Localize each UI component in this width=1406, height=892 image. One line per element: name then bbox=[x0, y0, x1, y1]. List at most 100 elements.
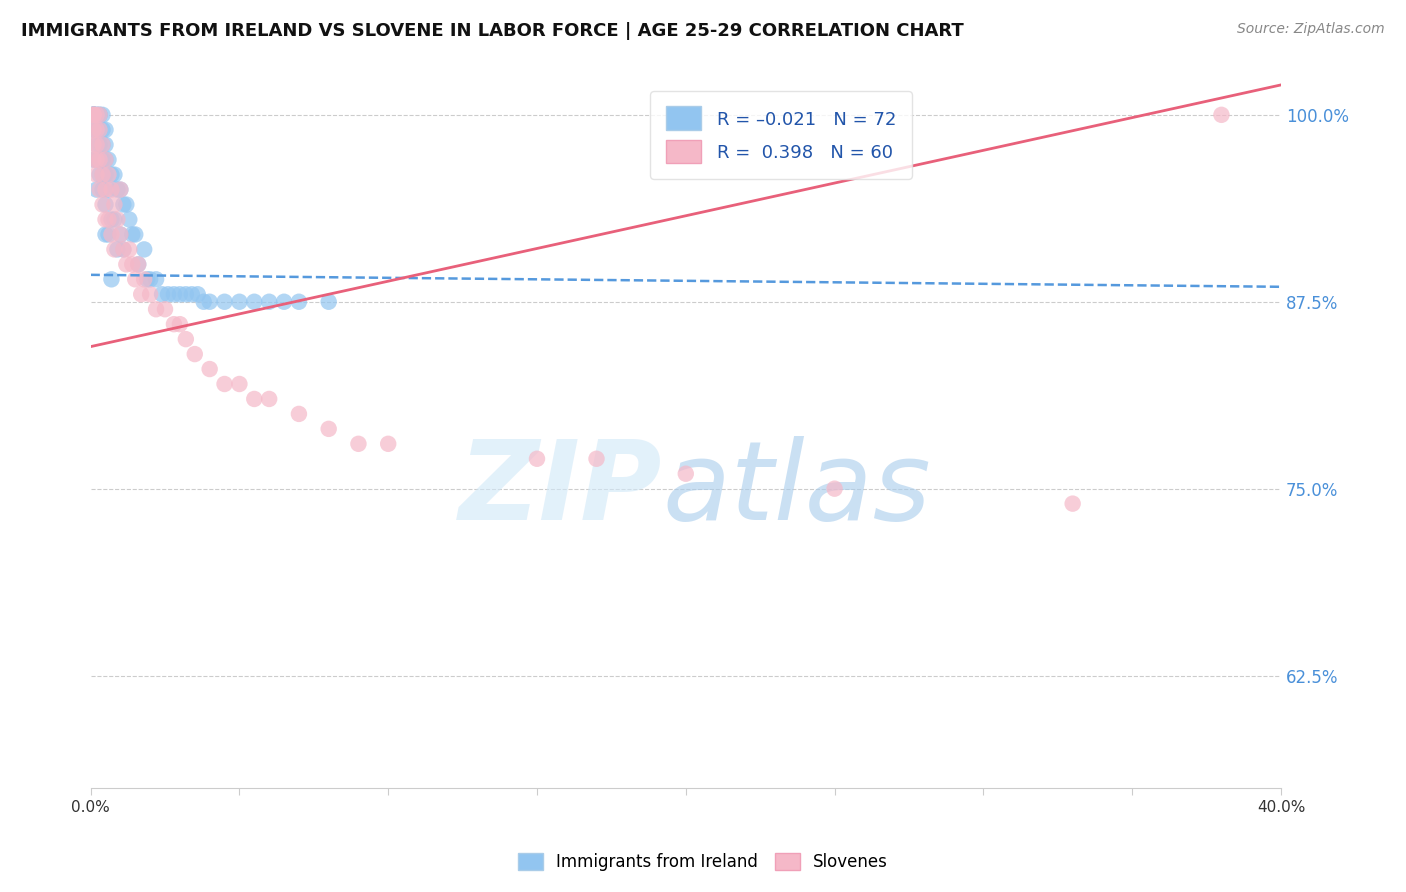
Point bbox=[115, 257, 138, 271]
Point bbox=[100, 227, 122, 242]
Point bbox=[169, 317, 191, 331]
Point bbox=[273, 294, 295, 309]
Point bbox=[105, 212, 128, 227]
Point bbox=[83, 108, 105, 122]
Point bbox=[89, 137, 111, 152]
Point bbox=[86, 122, 108, 136]
Point bbox=[180, 287, 202, 301]
Point bbox=[214, 376, 236, 391]
Point bbox=[134, 243, 156, 257]
Point bbox=[97, 227, 120, 242]
Point bbox=[83, 153, 105, 167]
Point bbox=[89, 108, 111, 122]
Point bbox=[86, 108, 108, 122]
Point bbox=[91, 137, 114, 152]
Point bbox=[86, 108, 108, 122]
Point bbox=[91, 108, 114, 122]
Point bbox=[83, 153, 105, 167]
Point bbox=[89, 122, 111, 136]
Point bbox=[86, 183, 108, 197]
Point bbox=[91, 153, 114, 167]
Point bbox=[115, 197, 138, 211]
Point bbox=[127, 257, 149, 271]
Point bbox=[257, 392, 280, 406]
Point bbox=[91, 122, 114, 136]
Point bbox=[145, 272, 167, 286]
Point bbox=[174, 287, 197, 301]
Point bbox=[100, 168, 122, 182]
Point bbox=[86, 108, 108, 122]
Point bbox=[94, 212, 117, 227]
Point bbox=[136, 272, 159, 286]
Point bbox=[94, 227, 117, 242]
Text: Source: ZipAtlas.com: Source: ZipAtlas.com bbox=[1237, 22, 1385, 37]
Point bbox=[134, 272, 156, 286]
Point bbox=[103, 212, 125, 227]
Point bbox=[163, 317, 186, 331]
Point bbox=[145, 302, 167, 317]
Point bbox=[89, 183, 111, 197]
Point bbox=[228, 294, 250, 309]
Text: ZIP: ZIP bbox=[458, 436, 662, 543]
Legend: R = –0.021   N = 72, R =  0.398   N = 60: R = –0.021 N = 72, R = 0.398 N = 60 bbox=[651, 91, 911, 179]
Point bbox=[105, 183, 128, 197]
Point bbox=[100, 183, 122, 197]
Point bbox=[86, 153, 108, 167]
Point bbox=[83, 108, 105, 122]
Point bbox=[83, 108, 105, 122]
Point bbox=[89, 108, 111, 122]
Point bbox=[110, 183, 132, 197]
Point bbox=[86, 168, 108, 182]
Point bbox=[97, 153, 120, 167]
Point bbox=[585, 451, 607, 466]
Point bbox=[91, 183, 114, 197]
Point bbox=[112, 243, 135, 257]
Point bbox=[110, 227, 132, 242]
Point bbox=[124, 227, 146, 242]
Point bbox=[112, 243, 135, 257]
Point bbox=[163, 287, 186, 301]
Point bbox=[318, 422, 340, 436]
Point bbox=[94, 197, 117, 211]
Point bbox=[94, 122, 117, 136]
Point bbox=[153, 302, 176, 317]
Point bbox=[86, 137, 108, 152]
Point bbox=[288, 294, 311, 309]
Point bbox=[89, 168, 111, 182]
Point bbox=[100, 272, 122, 286]
Point bbox=[83, 108, 105, 122]
Point bbox=[257, 294, 280, 309]
Point bbox=[86, 122, 108, 136]
Point bbox=[139, 287, 162, 301]
Point bbox=[94, 153, 117, 167]
Point bbox=[243, 294, 266, 309]
Point bbox=[1211, 108, 1233, 122]
Point bbox=[97, 183, 120, 197]
Point bbox=[129, 287, 152, 301]
Point bbox=[97, 212, 120, 227]
Point bbox=[184, 347, 207, 361]
Point bbox=[139, 272, 162, 286]
Point bbox=[174, 332, 197, 346]
Point bbox=[83, 108, 105, 122]
Point bbox=[118, 212, 141, 227]
Point bbox=[89, 108, 111, 122]
Point bbox=[198, 294, 221, 309]
Point bbox=[91, 168, 114, 182]
Point bbox=[526, 451, 548, 466]
Point bbox=[150, 287, 173, 301]
Point bbox=[214, 294, 236, 309]
Point bbox=[83, 137, 105, 152]
Point bbox=[89, 153, 111, 167]
Point bbox=[83, 122, 105, 136]
Point bbox=[83, 108, 105, 122]
Text: atlas: atlas bbox=[662, 436, 931, 543]
Point bbox=[228, 376, 250, 391]
Text: IMMIGRANTS FROM IRELAND VS SLOVENE IN LABOR FORCE | AGE 25-29 CORRELATION CHART: IMMIGRANTS FROM IRELAND VS SLOVENE IN LA… bbox=[21, 22, 965, 40]
Point bbox=[89, 122, 111, 136]
Point bbox=[94, 153, 117, 167]
Point bbox=[103, 168, 125, 182]
Point bbox=[89, 153, 111, 167]
Point bbox=[103, 197, 125, 211]
Point bbox=[121, 227, 143, 242]
